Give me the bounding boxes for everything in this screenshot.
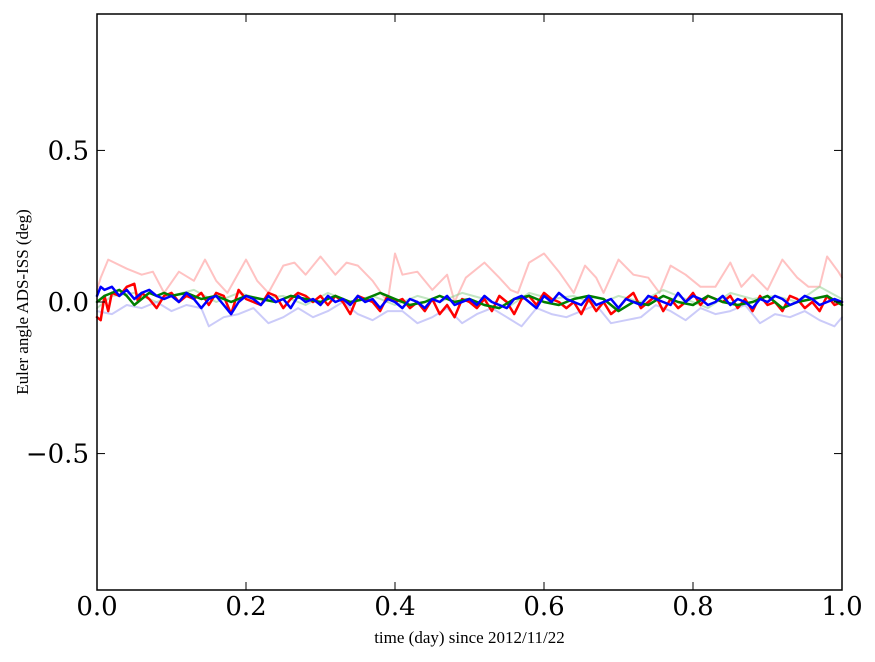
y-tick-label: 0.0 — [48, 288, 89, 318]
series-line-blue — [95, 285, 844, 316]
x-tick-label: 1.0 — [821, 592, 862, 622]
series-line-light-red — [96, 252, 843, 303]
x-axis-label: time (day) since 2012/11/22 — [374, 628, 565, 647]
x-tick-labels: 0.0 0.2 0.4 0.6 0.8 1.0 — [76, 592, 862, 622]
y-axis-label: Euler angle ADS-ISS (deg) — [13, 209, 32, 395]
series-layer — [95, 252, 844, 328]
x-tick-label: 0.2 — [225, 592, 266, 622]
x-tick-label: 0.4 — [374, 592, 415, 622]
y-tick-labels: 0.5 0.0 −0.5 — [26, 136, 89, 469]
series-line-light-blue — [96, 301, 843, 328]
plot-frame — [96, 13, 843, 591]
x-tick-label: 0.0 — [76, 592, 117, 622]
x-tick-label: 0.6 — [523, 592, 564, 622]
y-tick-label: 0.5 — [48, 136, 89, 166]
y-tick-label: −0.5 — [26, 440, 89, 470]
x-tick-label: 0.8 — [672, 592, 713, 622]
